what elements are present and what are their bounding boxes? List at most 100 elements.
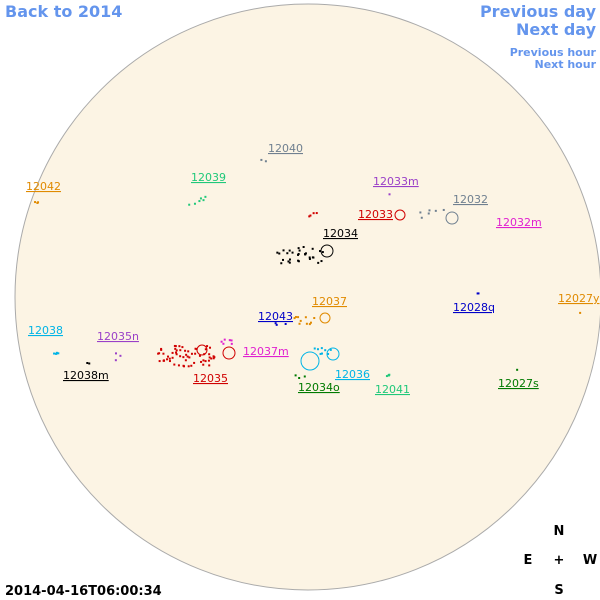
region-label[interactable]: 12040	[268, 142, 303, 155]
spot	[202, 359, 205, 362]
region-label[interactable]: 12033	[358, 208, 393, 221]
spot-ring	[394, 209, 406, 221]
spot	[162, 352, 165, 355]
compass-south: S	[554, 583, 563, 598]
spot	[160, 348, 163, 351]
spot	[316, 348, 319, 351]
spot	[327, 352, 330, 355]
spot	[311, 247, 314, 250]
region-label[interactable]: 12038m	[63, 369, 109, 382]
spot	[297, 260, 300, 263]
next-hour-link[interactable]: Next hour	[535, 58, 597, 71]
spot	[183, 365, 186, 368]
back-link[interactable]: Back to 2014	[5, 2, 122, 21]
spot	[198, 354, 201, 357]
spot	[230, 342, 233, 345]
spot	[177, 364, 180, 367]
spot	[212, 355, 215, 358]
previous-hour-link[interactable]: Previous hour	[510, 46, 597, 59]
spot	[288, 258, 291, 261]
spot	[209, 346, 212, 349]
spot	[162, 359, 165, 362]
region-label[interactable]: 12035n	[97, 330, 139, 343]
spot	[200, 360, 203, 363]
spot	[287, 260, 290, 263]
spot	[230, 339, 233, 342]
region-label[interactable]: 12027y	[558, 292, 600, 305]
spot	[320, 260, 323, 263]
region-label[interactable]: 12027s	[498, 377, 539, 390]
spot	[308, 215, 311, 218]
spot	[55, 352, 58, 355]
region-label[interactable]: 12034o	[298, 381, 340, 394]
spot-ring	[300, 351, 320, 371]
region-label[interactable]: 12042	[26, 180, 61, 193]
region-label[interactable]: 12037	[312, 295, 347, 308]
spot	[188, 203, 191, 206]
region-label[interactable]: 12032m	[496, 216, 542, 229]
region-label[interactable]: 12038	[28, 324, 63, 337]
spot	[199, 197, 202, 200]
spot	[288, 261, 291, 264]
spot	[315, 212, 318, 215]
spot	[388, 193, 391, 196]
region-label[interactable]: 12039	[191, 171, 226, 184]
spot-ring	[320, 244, 334, 258]
spot	[319, 250, 322, 253]
region-label[interactable]: 12033m	[373, 175, 419, 188]
next-day-link[interactable]: Next day	[516, 20, 597, 39]
spot	[319, 352, 322, 355]
spot	[291, 251, 294, 254]
region-label[interactable]: 12028q	[453, 301, 495, 314]
spot	[208, 353, 211, 356]
spot	[309, 214, 312, 217]
spot-ring	[326, 347, 340, 361]
previous-day-link[interactable]: Previous day	[480, 2, 597, 21]
spot	[157, 352, 160, 355]
spot	[184, 359, 187, 362]
spot	[305, 322, 308, 325]
spot	[194, 352, 197, 355]
spot	[220, 340, 223, 343]
spot	[286, 252, 289, 255]
spot	[275, 323, 278, 326]
spot	[204, 360, 207, 363]
spot	[171, 356, 174, 359]
spot	[420, 216, 423, 219]
spot	[317, 261, 320, 264]
spot	[274, 322, 277, 325]
spot	[284, 322, 287, 325]
spot	[302, 246, 305, 249]
spot	[190, 364, 193, 367]
spot	[387, 374, 390, 377]
spot	[114, 352, 117, 355]
spot	[434, 209, 437, 212]
spot	[419, 211, 422, 214]
region-label[interactable]: 12043	[258, 310, 293, 323]
region-label[interactable]: 12037m	[243, 345, 289, 358]
region-label[interactable]: 12032	[453, 193, 488, 206]
spot	[114, 359, 117, 362]
region-label[interactable]: 12034	[323, 227, 358, 240]
spot	[193, 361, 196, 364]
spot	[282, 249, 285, 252]
spot	[299, 319, 302, 322]
spot	[222, 342, 225, 345]
region-label[interactable]: 12036	[335, 368, 370, 381]
spot	[304, 253, 307, 256]
sunspots	[34, 158, 582, 380]
spot	[320, 352, 323, 355]
spot	[167, 355, 170, 358]
spot-ring	[445, 211, 459, 225]
solar-disk	[14, 3, 600, 591]
spot	[223, 338, 226, 341]
region-label[interactable]: 12035	[193, 372, 228, 385]
spot	[185, 353, 188, 356]
spot	[53, 352, 56, 355]
compass-west: W	[583, 553, 597, 568]
spot	[179, 355, 182, 358]
spot	[294, 374, 297, 377]
region-label[interactable]: 12041	[375, 383, 410, 396]
spot	[276, 251, 279, 254]
spot	[308, 323, 311, 326]
